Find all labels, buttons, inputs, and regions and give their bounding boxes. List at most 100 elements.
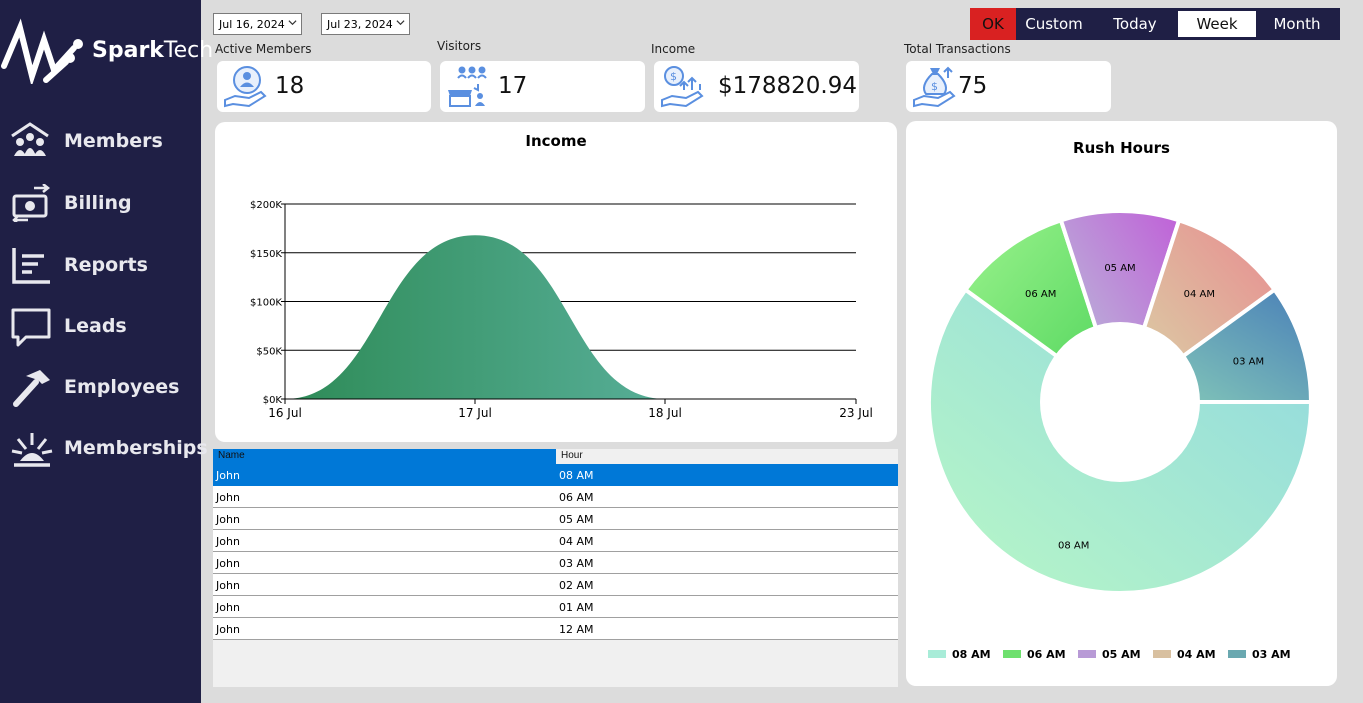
slice-label: 05 AM	[1104, 263, 1135, 274]
active-members-label: Active Members	[215, 42, 312, 56]
cell-hour: 12 AM	[559, 623, 594, 636]
active-members-value: 18	[275, 73, 305, 99]
date-to-value: Jul 23, 2024	[327, 18, 393, 31]
period-today-button[interactable]: Today	[1113, 15, 1157, 33]
legend-05am-label: 05 AM	[1102, 648, 1141, 661]
cell-name: John	[216, 557, 240, 570]
period-custom-button[interactable]: Custom	[1025, 15, 1083, 33]
nav-employees[interactable]: Employees	[0, 362, 201, 412]
spark-logo-icon	[1, 18, 83, 84]
chevron-down-icon	[288, 20, 297, 26]
slice-label: 08 AM	[1058, 541, 1089, 552]
nav-billing-label: Billing	[64, 192, 132, 214]
x-tick-label: 23 Jul	[839, 406, 873, 420]
income-chart: $0K $50K $100K $150K $200K 16 Jul 17 Jul 18 Jul…	[250, 200, 873, 420]
table-row[interactable]: John 01 AM	[213, 596, 898, 618]
table-row[interactable]: John 04 AM	[213, 530, 898, 552]
cell-name: John	[216, 535, 240, 548]
legend-03am: 03 AM	[1228, 648, 1291, 661]
legend-08am: 08 AM	[928, 648, 991, 661]
hammer-icon	[13, 370, 50, 407]
transactions-label: Total Transactions	[904, 42, 1011, 56]
table-row[interactable]: John 05 AM	[213, 508, 898, 530]
cell-name: John	[216, 601, 240, 614]
x-tick-label: 18 Jul	[648, 406, 682, 420]
cell-hour: 06 AM	[559, 491, 594, 504]
legend-06am: 06 AM	[1003, 648, 1066, 661]
income-chart-panel: Income $0K $50K $100K $150K $200K 16 Jul 17 Ju…	[215, 122, 897, 442]
income-card: $ $178820.94	[654, 61, 859, 112]
nav-memberships-label: Memberships	[64, 437, 208, 459]
nav-memberships[interactable]: Memberships	[0, 423, 208, 473]
active-member-icon	[224, 66, 267, 108]
transactions-value: 75	[958, 73, 988, 99]
members-icon	[11, 122, 49, 156]
date-from-picker[interactable]: Jul 16, 2024	[213, 13, 302, 35]
legend-03am-label: 03 AM	[1252, 648, 1291, 661]
nav-employees-label: Employees	[64, 376, 180, 398]
visitors-label: Visitors	[437, 39, 482, 53]
visitors-card: 17	[440, 61, 645, 112]
legend-04am-label: 04 AM	[1177, 648, 1216, 661]
cell-name: John	[216, 513, 240, 526]
cell-hour: 01 AM	[559, 601, 594, 614]
column-header-hour[interactable]: Hour	[556, 449, 898, 464]
svg-text:$: $	[670, 70, 677, 83]
nav-leads-label: Leads	[64, 315, 127, 337]
nav-reports[interactable]: Reports	[0, 240, 201, 290]
nav-reports-label: Reports	[64, 254, 148, 276]
slice-label: 06 AM	[1025, 289, 1056, 300]
rush-hours-table[interactable]: Name Hour John 08 AM John 06 AM John 05 AM Joh…	[213, 449, 898, 687]
period-month-button[interactable]: Month	[1273, 15, 1321, 33]
x-tick-label: 17 Jul	[458, 406, 492, 420]
cell-name: John	[216, 623, 240, 636]
visitors-value: 17	[498, 73, 528, 99]
income-icon: $	[661, 66, 704, 108]
nav-billing[interactable]: Billing	[0, 178, 201, 228]
y-tick-label: $0K	[263, 395, 283, 406]
brand-light: Tech	[163, 38, 214, 63]
cell-hour: 05 AM	[559, 513, 594, 526]
sidebar: SparkTech Members Billing Reports	[0, 0, 213, 703]
table-header: Name Hour	[213, 449, 898, 464]
x-tick-label: 16 Jul	[268, 406, 302, 420]
date-to-picker[interactable]: Jul 23, 2024	[321, 13, 410, 35]
chevron-down-icon	[396, 20, 405, 26]
table-row[interactable]: John 08 AM	[213, 464, 898, 486]
cell-name: John	[216, 491, 240, 504]
y-tick-label: $150K	[250, 249, 282, 260]
brand-logo: SparkTech	[0, 18, 213, 84]
cell-name: John	[216, 579, 240, 592]
income-chart-title: Income	[525, 132, 587, 150]
chat-icon	[11, 308, 51, 347]
donut-hole	[1040, 322, 1200, 482]
brand-name: SparkTech	[92, 38, 213, 63]
legend-05am: 05 AM	[1078, 648, 1141, 661]
slice-label: 04 AM	[1184, 289, 1215, 300]
period-week-button[interactable]: Week	[1178, 11, 1256, 37]
svg-text:$: $	[931, 80, 938, 93]
cell-name: John	[216, 469, 240, 482]
table-row[interactable]: John 03 AM	[213, 552, 898, 574]
income-value: $178820.94	[718, 73, 858, 99]
cell-hour: 03 AM	[559, 557, 594, 570]
income-label: Income	[651, 42, 696, 56]
table-row[interactable]: John 12 AM	[213, 618, 898, 640]
nav-members[interactable]: Members	[0, 116, 201, 166]
legend-06am-label: 06 AM	[1027, 648, 1066, 661]
donut-slice[interactable]	[1058, 209, 1182, 409]
nav-members-label: Members	[64, 130, 163, 152]
nav-leads[interactable]: Leads	[0, 301, 201, 351]
table-row[interactable]: John 02 AM	[213, 574, 898, 596]
column-header-name[interactable]: Name	[213, 449, 556, 464]
date-from-value: Jul 16, 2024	[219, 18, 285, 31]
memberships-icon	[11, 433, 53, 467]
billing-icon	[12, 184, 51, 222]
reports-icon	[12, 248, 50, 284]
income-area	[285, 235, 856, 399]
active-members-card: 18	[217, 61, 431, 112]
cell-hour: 08 AM	[559, 469, 594, 482]
y-tick-label: $100K	[250, 298, 282, 309]
ok-button[interactable]: OK	[970, 8, 1016, 40]
table-row[interactable]: John 06 AM	[213, 486, 898, 508]
